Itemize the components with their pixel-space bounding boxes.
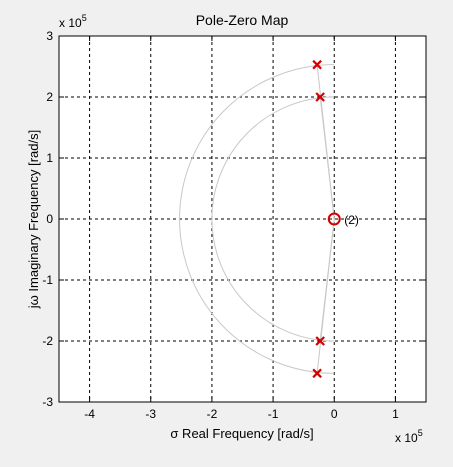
zero-multiplicity-label: (2) [344,213,359,227]
y-tick-label: -3 [42,395,53,409]
pole-marker [312,59,322,70]
x-axis-label: σ Real Frequency [rad/s] [170,426,313,441]
y-tick-label: -2 [42,334,53,348]
y-tick-label: 3 [46,29,53,43]
x-tick-label: -1 [268,407,279,421]
zero-marker [327,212,341,226]
pole-stroke [312,368,322,379]
x-tick-label: 0 [331,407,338,421]
y-tick-label: -1 [42,273,53,287]
frequency-arc [179,64,335,374]
axis-ticks: -4 -3 -2 -1 0 1 -3 -2 -1 0 1 2 3 [42,29,426,421]
x-tick-label: -4 [84,407,95,421]
y-multiplier-label: x 105 [59,13,87,30]
pole-marker [315,92,325,102]
pole-stroke [315,92,325,102]
y-tick-label: 2 [46,90,53,104]
frequency-arcs [179,64,335,374]
y-tick-label: 1 [46,151,53,165]
damping-line [319,96,335,220]
pole-stroke [312,59,322,70]
y-tick-label: 0 [46,212,53,226]
pole-stroke [315,336,325,346]
pole-zero-marks: (2) [312,59,359,379]
x-tick-label: -3 [145,407,156,421]
pole-marker [312,368,322,379]
y-axis-label: jω Imaginary Frequency [rad/s] [26,130,41,310]
chart-title: Pole-Zero Map [196,12,289,28]
frequency-arc [211,96,335,342]
x-tick-label: -2 [207,407,218,421]
pole-marker [315,336,325,346]
damping-line [316,218,335,374]
x-tick-label: 1 [392,407,399,421]
x-multiplier-label: x 105 [395,428,423,445]
